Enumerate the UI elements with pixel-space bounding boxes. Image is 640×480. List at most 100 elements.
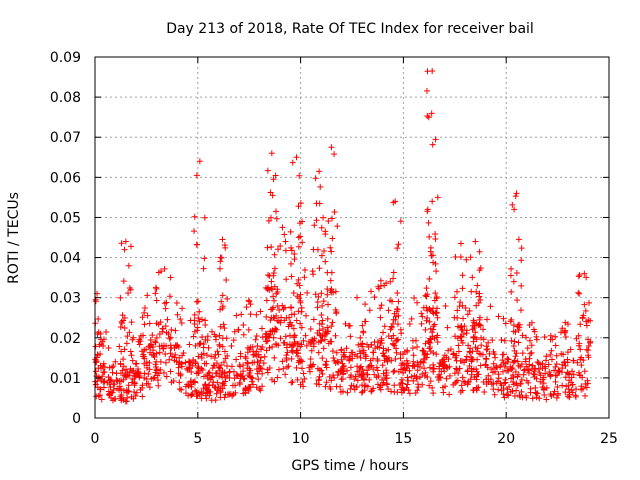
data-point xyxy=(462,305,469,312)
data-point xyxy=(504,391,511,398)
data-point xyxy=(485,339,492,346)
data-point xyxy=(359,382,366,389)
data-point xyxy=(423,317,430,324)
data-point xyxy=(362,351,369,358)
data-point xyxy=(152,369,159,376)
data-point xyxy=(463,256,470,263)
data-point xyxy=(444,324,451,331)
data-point xyxy=(118,397,125,404)
data-point xyxy=(204,333,211,340)
data-point xyxy=(120,356,127,363)
data-point xyxy=(523,363,530,370)
data-point xyxy=(303,312,310,319)
data-point xyxy=(279,224,286,231)
data-point xyxy=(470,317,477,324)
data-point xyxy=(120,317,127,324)
data-point xyxy=(253,311,260,318)
data-point xyxy=(344,389,351,396)
data-point xyxy=(262,334,269,341)
data-point xyxy=(510,381,517,388)
data-point xyxy=(478,334,485,341)
data-point xyxy=(192,342,199,349)
data-point xyxy=(453,378,460,385)
data-point xyxy=(208,353,215,360)
data-point xyxy=(492,354,499,361)
data-point xyxy=(141,321,148,328)
data-point xyxy=(324,315,331,322)
data-point xyxy=(173,299,180,306)
data-point xyxy=(269,286,276,293)
data-point xyxy=(121,372,128,379)
data-point xyxy=(373,374,380,381)
data-point xyxy=(176,359,183,366)
data-point xyxy=(500,351,507,358)
data-point xyxy=(216,343,223,350)
data-point xyxy=(511,357,518,364)
data-point xyxy=(468,358,475,365)
data-point xyxy=(247,344,254,351)
data-point xyxy=(409,345,416,352)
data-point xyxy=(529,395,536,402)
data-point xyxy=(327,338,334,345)
data-point xyxy=(152,290,159,297)
data-point xyxy=(513,270,520,277)
data-points xyxy=(92,68,594,405)
data-point xyxy=(553,394,560,401)
data-point xyxy=(569,381,576,388)
data-point xyxy=(412,337,419,344)
data-point xyxy=(150,352,157,359)
data-point xyxy=(198,351,205,358)
data-point xyxy=(105,345,112,352)
data-point xyxy=(220,359,227,366)
data-point xyxy=(343,345,350,352)
data-point xyxy=(281,304,288,311)
data-point xyxy=(433,268,440,275)
data-point xyxy=(113,370,120,377)
data-point xyxy=(430,305,437,312)
data-point xyxy=(223,277,230,284)
data-point xyxy=(319,370,326,377)
data-point xyxy=(270,176,277,183)
data-point xyxy=(434,194,441,201)
data-point xyxy=(217,323,224,330)
data-point xyxy=(342,320,349,327)
data-point xyxy=(126,329,133,336)
data-point xyxy=(313,217,320,224)
data-point xyxy=(304,289,311,296)
data-point xyxy=(423,304,430,311)
data-point xyxy=(162,305,169,312)
data-point xyxy=(514,358,521,365)
data-point xyxy=(257,346,264,353)
data-point xyxy=(226,368,233,375)
data-point xyxy=(199,366,206,373)
data-point xyxy=(487,303,494,310)
data-point xyxy=(520,371,527,378)
data-point xyxy=(413,375,420,382)
data-point xyxy=(576,372,583,379)
data-point xyxy=(131,380,138,387)
data-point xyxy=(539,360,546,367)
data-point xyxy=(472,329,479,336)
data-point xyxy=(432,136,439,143)
data-point xyxy=(217,387,224,394)
data-point xyxy=(510,322,517,329)
data-point xyxy=(518,245,525,252)
data-point xyxy=(297,291,304,298)
data-point xyxy=(422,369,429,376)
data-point xyxy=(328,377,335,384)
data-point xyxy=(361,387,368,394)
data-point xyxy=(293,347,300,354)
data-point xyxy=(473,302,480,309)
data-point xyxy=(424,374,431,381)
data-point xyxy=(213,370,220,377)
data-point xyxy=(200,265,207,272)
data-point xyxy=(414,299,421,306)
data-point xyxy=(459,387,466,394)
data-point xyxy=(368,388,375,395)
data-point xyxy=(316,320,323,327)
data-point xyxy=(340,368,347,375)
data-point xyxy=(97,365,104,372)
data-point xyxy=(480,326,487,333)
data-point xyxy=(252,336,259,343)
data-point xyxy=(275,342,282,349)
